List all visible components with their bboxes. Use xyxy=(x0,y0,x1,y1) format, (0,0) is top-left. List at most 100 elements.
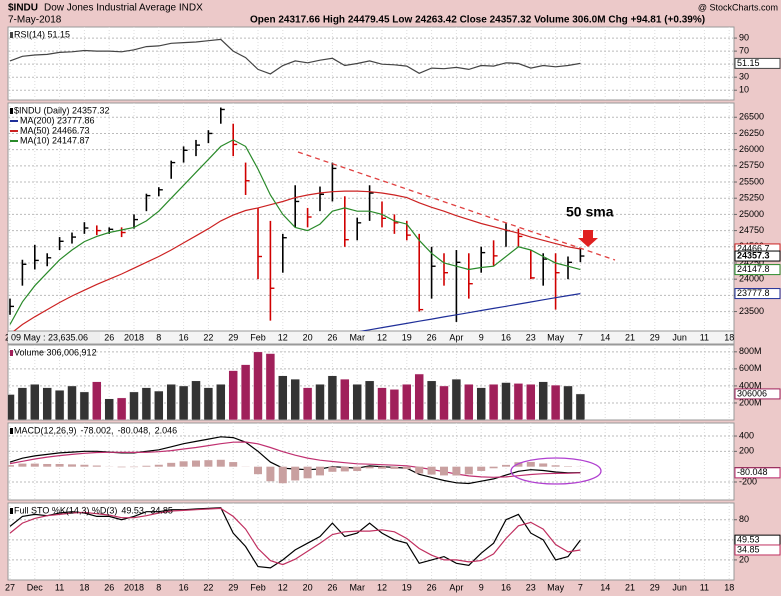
x-tick-label: 11 xyxy=(55,582,64,592)
x-tick-label: 26 xyxy=(327,582,337,592)
x-tick-label: 7 xyxy=(578,582,583,592)
x-tick-label: May xyxy=(547,582,565,592)
volume-bar xyxy=(129,391,139,420)
x-tick-label: 20 xyxy=(303,582,313,592)
legend-label: Volume 306,006,912 xyxy=(14,347,97,357)
volume-bar xyxy=(191,380,201,420)
last-value-box xyxy=(734,264,781,276)
series-line xyxy=(9,38,581,75)
legend-marker xyxy=(10,350,13,356)
histogram-bar xyxy=(18,463,27,467)
legend-marker xyxy=(10,108,13,114)
volume-bar xyxy=(389,389,400,420)
histogram-bar xyxy=(502,464,510,467)
series-line xyxy=(9,139,581,325)
legend-label: 2.046 xyxy=(155,425,178,435)
histogram-bar xyxy=(117,466,126,468)
y-tick-label: 26500 xyxy=(739,112,764,122)
volume-bar xyxy=(414,373,424,420)
x-tick-label: Mar xyxy=(349,332,365,342)
histogram-bar xyxy=(179,461,188,467)
histogram-bar xyxy=(340,466,349,472)
volume-bar xyxy=(79,391,90,420)
y-tick-label: 200M xyxy=(739,397,762,407)
histogram-bar xyxy=(167,462,176,467)
volume-bar xyxy=(154,390,164,420)
histogram-bar xyxy=(142,465,151,467)
volume-bar xyxy=(439,385,449,420)
x-tick-label: 8 xyxy=(156,582,161,592)
histogram-bar xyxy=(539,463,548,467)
volume-bar xyxy=(364,380,375,420)
volume-bar xyxy=(476,387,486,420)
volume-bar xyxy=(42,387,52,420)
volume-bar xyxy=(575,393,586,420)
histogram-bar xyxy=(390,466,399,469)
y-tick-label: 400 xyxy=(739,430,754,440)
volume-bar xyxy=(216,383,226,420)
volume-bar xyxy=(302,387,313,420)
y-tick-label: 23500 xyxy=(739,306,764,316)
y-tick-label: 200 xyxy=(739,446,754,456)
histogram-bar xyxy=(353,466,362,472)
x-tick-label: 19 xyxy=(402,332,412,342)
x-tick-label: 29 xyxy=(228,582,238,592)
volume-bar xyxy=(377,387,387,420)
instrument-name: Dow Jones Industrial Average INDX xyxy=(44,3,203,14)
y-tick-label: 30 xyxy=(739,72,749,82)
volume-bar xyxy=(352,383,362,420)
histogram-bar xyxy=(43,463,52,467)
x-tick-label: 12 xyxy=(377,582,387,592)
panel xyxy=(8,345,734,420)
x-tick-label: May xyxy=(547,332,565,342)
histogram-bar xyxy=(154,464,163,467)
x-tick-label: 22 xyxy=(203,582,213,592)
volume-bar xyxy=(315,383,325,420)
panel xyxy=(8,27,734,100)
histogram-bar xyxy=(440,466,448,476)
x-tick-label: 16 xyxy=(501,332,511,342)
histogram-bar xyxy=(266,466,275,482)
last-value-label: 24466.7 xyxy=(737,243,770,253)
x-tick-label: 2018 xyxy=(124,582,144,592)
x-tick-label: 9 xyxy=(479,582,484,592)
histogram-bar xyxy=(378,466,386,469)
source: @ StockCharts.com xyxy=(698,2,778,12)
volume-bar xyxy=(253,351,263,420)
volume-bar xyxy=(451,378,462,420)
volume-bar xyxy=(17,387,28,420)
x-tick-label: 14 xyxy=(600,582,610,592)
x-tick-label: Apr xyxy=(449,332,463,342)
y-tick-label: 25000 xyxy=(739,209,764,219)
cursor-label: 09 May : 23,635.06 xyxy=(11,332,88,342)
x-tick-label: 12 xyxy=(377,332,387,342)
last-value-box xyxy=(734,57,781,69)
x-tick-label: 11 xyxy=(700,582,709,592)
last-value-label: -80.048 xyxy=(737,467,768,477)
volume-bar xyxy=(30,383,40,420)
x-tick-label: 29 xyxy=(228,332,238,342)
x-tick-label: 16 xyxy=(179,332,189,342)
volume-bar xyxy=(54,389,65,420)
y-tick-label: 25250 xyxy=(739,193,764,203)
last-value-label: 24147.8 xyxy=(737,264,770,274)
x-tick-label: 9 xyxy=(479,332,484,342)
series-line xyxy=(13,190,581,331)
x-tick-label: Dec xyxy=(27,582,44,592)
x-tick-label: 26 xyxy=(327,332,337,342)
y-tick-label: -200 xyxy=(739,476,757,486)
legend-marker xyxy=(10,428,13,434)
series-line xyxy=(358,293,581,331)
y-tick-label: 80 xyxy=(739,514,749,524)
histogram-bar xyxy=(229,462,238,467)
annotations: 50 sma xyxy=(297,151,616,485)
legend-marker xyxy=(10,508,13,514)
series-line xyxy=(9,441,581,478)
y-tick-label: 26000 xyxy=(739,144,764,154)
volume-bar xyxy=(166,383,176,420)
panel xyxy=(8,103,734,331)
date: 7-May-2018 xyxy=(8,15,62,26)
series-line xyxy=(9,507,581,566)
volume-bar xyxy=(178,385,189,420)
